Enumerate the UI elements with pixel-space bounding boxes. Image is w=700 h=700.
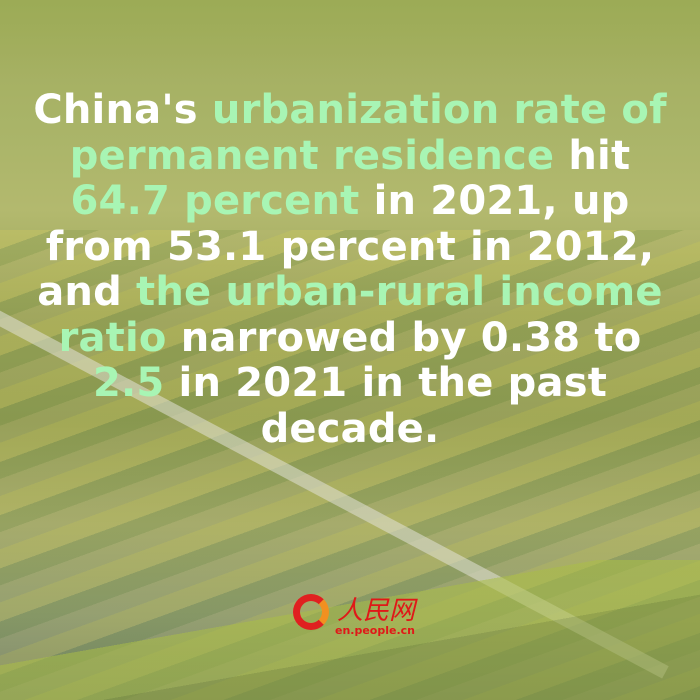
headline-text: in 2021 in the past decade. <box>164 360 608 452</box>
headline-highlight: the urban-rural income ratio <box>58 269 663 361</box>
headline-text: hit <box>554 132 631 179</box>
headline-highlight: 2.5 <box>92 360 165 406</box>
logo-chinese: 人民网 <box>337 596 416 626</box>
headline-highlight: urbanization rate of permanent residence <box>69 87 667 179</box>
logo-url: en.people.cn <box>335 624 415 637</box>
headline-highlight: 64.7 percent <box>70 178 360 224</box>
headline-text: in 2021, up from 53.1 percent in 2012, a… <box>37 178 655 315</box>
people-daily-logo: 人民网 en.people.cn <box>293 590 423 645</box>
headline: China's urbanization rate of permanent r… <box>20 87 680 452</box>
top-overlay <box>0 0 700 80</box>
bottom-overlay <box>0 560 700 700</box>
headline-text: China's <box>33 87 212 133</box>
logo-emblem-icon <box>293 594 329 630</box>
headline-text: narrowed by 0.38 to <box>166 314 642 361</box>
